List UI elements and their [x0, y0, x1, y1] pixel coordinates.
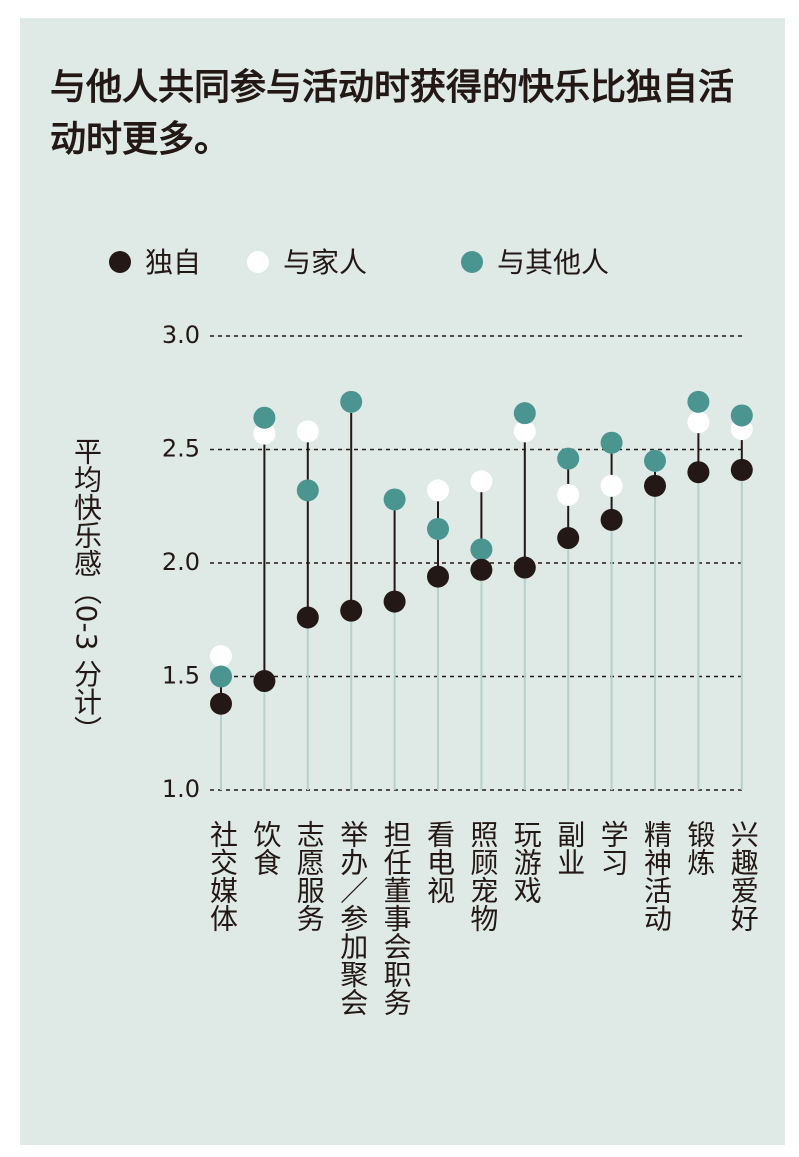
x-tick-label: 看电视	[423, 820, 456, 904]
x-tick-label: 兴趣爱好	[727, 820, 760, 932]
x-tick-label: 学习	[597, 820, 630, 876]
dot	[340, 390, 363, 413]
x-tick-label: 志愿服务	[293, 820, 326, 932]
panel: 与他人共同参与活动时获得的快乐比独自活动时更多。	[20, 18, 785, 1145]
y-tick-label: 2.5	[162, 435, 200, 463]
x-tick-label: 玩游戏	[510, 820, 543, 904]
dot	[687, 411, 710, 434]
x-tick-label: 锻炼	[683, 820, 716, 876]
dot	[340, 599, 363, 622]
x-tick-label: 社交媒体	[206, 820, 239, 932]
y-axis-label: 平均快乐感（0-3 分计）	[70, 437, 103, 744]
dot	[253, 422, 276, 445]
legend-marker	[461, 251, 483, 273]
dot	[427, 565, 449, 588]
dot	[470, 558, 493, 581]
dot	[253, 670, 276, 693]
dot	[687, 390, 710, 413]
x-tick-label: 精神活动	[640, 820, 673, 932]
legend-marker	[109, 251, 131, 273]
dot	[296, 479, 319, 502]
dot	[730, 404, 753, 427]
x-tick-label: 担任董事会职务	[380, 820, 413, 1016]
dot	[210, 692, 232, 715]
dot	[470, 538, 493, 561]
dot	[557, 447, 580, 470]
dot	[730, 458, 753, 481]
dot	[644, 474, 666, 497]
dot	[513, 402, 536, 425]
dot	[383, 488, 406, 511]
dot	[644, 449, 666, 472]
y-tick-label: 2.0	[162, 548, 200, 576]
dot	[600, 508, 623, 531]
dot	[513, 556, 536, 579]
dot	[557, 527, 580, 550]
legend-label: 与其他人	[497, 246, 609, 279]
x-tick-label: 举办／参加聚会	[336, 820, 369, 1016]
legend-label: 与家人	[283, 246, 367, 279]
dot	[253, 406, 276, 429]
dot	[383, 590, 406, 613]
x-tick-label: 副业	[553, 820, 586, 876]
dot	[210, 665, 232, 688]
y-tick-label: 1.0	[162, 775, 200, 803]
dot	[600, 431, 623, 454]
x-tick-label: 饮食	[249, 820, 282, 876]
legend-marker	[247, 251, 269, 273]
dot	[296, 606, 319, 629]
dot	[600, 474, 623, 497]
dot	[210, 645, 232, 668]
chart-title: 与他人共同参与活动时获得的快乐比独自活动时更多。	[50, 67, 735, 160]
dot	[557, 483, 580, 506]
dot	[513, 420, 536, 443]
dot	[427, 479, 449, 502]
legend-label: 独自	[145, 246, 201, 279]
y-tick-label: 3.0	[162, 321, 200, 349]
dot	[296, 420, 319, 443]
y-tick-label: 1.5	[162, 662, 200, 690]
dot	[427, 517, 449, 540]
dot	[687, 461, 710, 484]
x-tick-label: 照顾宠物	[466, 820, 499, 932]
dot	[470, 470, 493, 493]
